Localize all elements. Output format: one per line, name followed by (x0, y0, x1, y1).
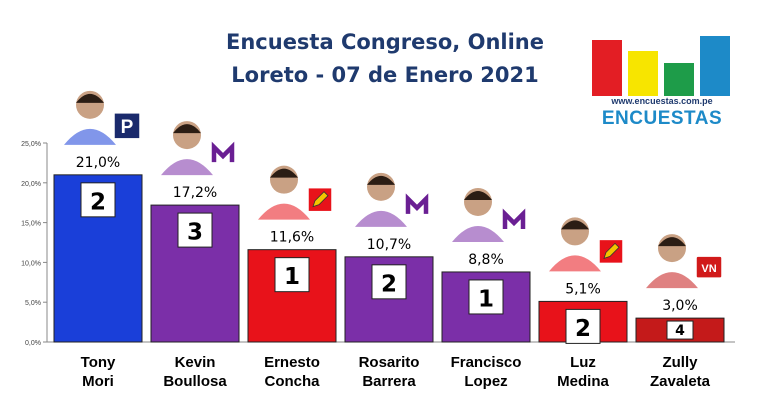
logo-bar (664, 63, 694, 96)
category-label-line: Kevin (174, 354, 216, 371)
category-label-line: Tony (80, 354, 116, 371)
category-label: Francisco Lopez (444, 353, 528, 401)
encuestas-logo: www.encuestas.com.pe ENCUESTAS (592, 28, 732, 132)
y-tick-label: 20,0% (21, 181, 41, 188)
logo-bar (628, 51, 658, 96)
category-label-line: Ernesto (264, 354, 320, 371)
category-label-line: Medina (557, 373, 609, 390)
candidate-number: 4 (675, 323, 685, 339)
chart-title-line-1: Encuesta Congreso, Online (226, 30, 544, 54)
category-label-line: Zavaleta (649, 373, 711, 390)
candidate-number: 3 (187, 220, 203, 246)
chart-title: Encuesta Congreso, Online Loreto - 07 de… (150, 26, 620, 92)
value-label: 8,8% (468, 252, 504, 268)
candidate-number-box (80, 182, 116, 218)
logo-url: www.encuestas.com.pe (611, 96, 713, 106)
value-label: 10,7% (367, 237, 411, 253)
letter-m-icon (211, 141, 235, 168)
y-tick-label: 15,0% (21, 221, 41, 228)
candidate-photo (161, 121, 213, 176)
y-tick-label: 5,0% (25, 300, 41, 307)
square-p-icon: P (113, 112, 141, 140)
category-label: Kevin Boullosa (153, 353, 237, 401)
category-label-line: Boullosa (163, 373, 227, 390)
category-label: Luz Medina (541, 353, 625, 401)
candidate-number-box (177, 212, 213, 248)
value-label: 21,0% (76, 155, 120, 171)
letter-m-icon (405, 193, 429, 219)
svg-text:VN: VN (701, 263, 716, 275)
candidate-number-box (468, 279, 504, 315)
candidate-number-box (274, 257, 310, 293)
value-label: 11,6% (270, 230, 314, 246)
candidate-number-box (371, 264, 407, 300)
y-tick-label: 25,0% (21, 141, 41, 148)
candidate-number: 1 (478, 286, 494, 312)
y-tick-label: 0,0% (25, 340, 41, 347)
category-label-line: Francisco (450, 354, 522, 371)
category-label: Ernesto Concha (250, 353, 334, 401)
candidate-number-box (565, 308, 601, 344)
category-label-line: Mori (82, 373, 114, 390)
candidate-number: 2 (90, 189, 106, 215)
value-label: 17,2% (173, 185, 217, 201)
category-label-line: Barrera (362, 373, 416, 390)
category-label-line: Concha (264, 373, 320, 390)
category-label: Tony Mori (56, 353, 140, 401)
candidate-photo (646, 234, 698, 289)
candidate-photo (452, 187, 504, 242)
candidate-photo (355, 172, 407, 227)
pencil-icon (307, 186, 333, 213)
logo-brand: ENCUESTAS (601, 108, 723, 129)
pencil-icon (598, 238, 624, 265)
logo-bar (592, 40, 622, 96)
candidate-photo (64, 90, 116, 145)
value-label: 3,0% (662, 298, 698, 314)
category-label-line: Luz (570, 354, 596, 371)
category-label-line: Zully (662, 354, 698, 371)
category-label: Zully Zavaleta (638, 353, 722, 401)
svg-text:P: P (121, 117, 134, 138)
category-label-line: Rosarito (358, 354, 420, 371)
candidate-number-box (666, 320, 694, 340)
chart-title-line-2: Loreto - 07 de Enero 2021 (231, 63, 539, 87)
y-tick-label: 10,0% (21, 260, 41, 267)
candidate-number: 2 (381, 271, 397, 297)
logo-bars-icon (592, 28, 732, 96)
category-label: Rosarito Barrera (347, 353, 431, 401)
candidate-photo (258, 165, 310, 220)
candidate-number: 2 (575, 316, 591, 342)
candidate-photo (549, 217, 601, 272)
vn-icon: VN (695, 255, 723, 279)
letter-m-icon (502, 208, 526, 234)
value-label: 5,1% (565, 281, 601, 297)
logo-bar (700, 36, 730, 96)
category-label-line: Lopez (464, 373, 508, 390)
candidate-number: 1 (284, 264, 300, 290)
